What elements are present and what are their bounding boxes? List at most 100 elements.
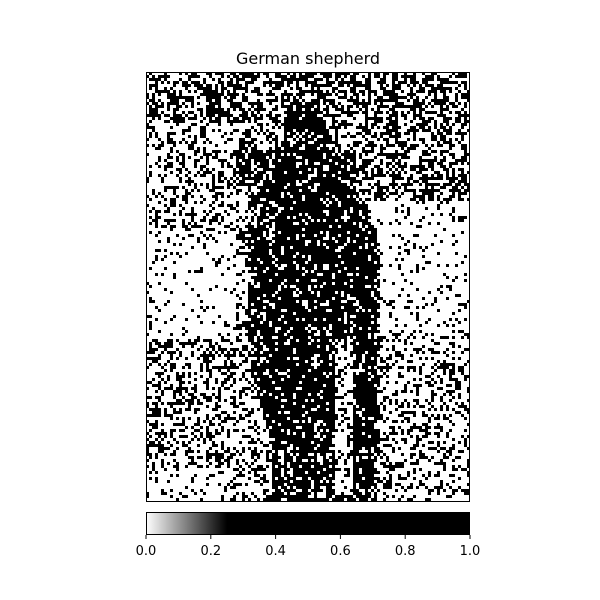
heatmap-cell-run xyxy=(293,327,305,330)
heatmap-cell-run xyxy=(275,105,278,108)
heatmap-cell-run xyxy=(170,363,176,366)
heatmap-cell-run xyxy=(230,207,236,210)
heatmap-cell-run xyxy=(296,87,302,90)
heatmap-cell-run xyxy=(248,351,251,354)
heatmap-cell-run xyxy=(284,192,287,195)
heatmap-cell-run xyxy=(392,438,395,441)
heatmap-cell-run xyxy=(179,408,182,411)
heatmap-cell-run xyxy=(149,120,152,123)
heatmap-cell-run xyxy=(149,171,152,174)
heatmap-cell-run xyxy=(395,351,401,354)
heatmap-cell-run xyxy=(218,369,221,372)
heatmap-cell-run xyxy=(359,123,362,126)
heatmap-cell-run xyxy=(347,243,365,246)
heatmap-cell-run xyxy=(161,225,167,228)
heatmap-cell-run xyxy=(179,90,182,93)
heatmap-cell-run xyxy=(455,387,461,390)
heatmap-cell-run xyxy=(374,495,377,498)
heatmap-cell-run xyxy=(278,291,293,294)
heatmap-cell-run xyxy=(377,261,380,264)
heatmap-cell-run xyxy=(278,204,326,207)
heatmap-cell-run xyxy=(206,96,221,99)
heatmap-cell-run xyxy=(275,489,281,492)
heatmap-cell-run xyxy=(464,273,467,276)
heatmap-cell-run xyxy=(329,102,335,105)
heatmap-cell-run xyxy=(437,450,440,453)
heatmap-cell-run xyxy=(338,219,344,222)
heatmap-cell-run xyxy=(254,387,257,390)
heatmap-cell-run xyxy=(161,273,164,276)
heatmap-cell-run xyxy=(146,93,149,96)
heatmap-cell-run xyxy=(209,141,212,144)
heatmap-cell-run xyxy=(431,339,434,342)
heatmap-cell-run xyxy=(386,339,389,342)
heatmap-cell-run xyxy=(155,222,158,225)
heatmap-cell-run xyxy=(170,150,173,153)
heatmap-cell-run xyxy=(167,156,173,159)
heatmap-cell-run xyxy=(428,126,431,129)
heatmap-cell-run xyxy=(233,405,239,408)
heatmap-cell-run xyxy=(398,144,407,147)
heatmap-cell-run xyxy=(218,462,224,465)
heatmap-cell-run xyxy=(149,72,152,75)
heatmap-cell-run xyxy=(161,180,164,183)
heatmap-cell-run xyxy=(353,279,374,282)
heatmap-cell-run xyxy=(227,357,230,360)
heatmap-cell-run xyxy=(260,282,281,285)
heatmap-cell-run xyxy=(290,411,305,414)
heatmap-cell-run xyxy=(242,99,248,102)
heatmap-cell-run xyxy=(458,465,461,468)
heatmap-cell-run xyxy=(413,192,416,195)
heatmap-cell-run xyxy=(167,360,170,363)
heatmap-cell-run xyxy=(260,189,266,192)
heatmap-cell-run xyxy=(401,420,404,423)
heatmap-cell-run xyxy=(314,399,335,402)
heatmap-cell-run xyxy=(368,99,371,102)
heatmap-cell-run xyxy=(287,84,290,87)
heatmap-cell-run xyxy=(182,165,185,168)
heatmap-cell-run xyxy=(251,375,269,378)
heatmap-cell-run xyxy=(467,474,470,477)
heatmap-cell-run xyxy=(326,477,335,480)
heatmap-cell-run xyxy=(176,399,182,402)
heatmap-cell-run xyxy=(164,174,167,177)
heatmap-cell-run xyxy=(263,351,293,354)
heatmap-cell-run xyxy=(149,363,152,366)
heatmap-cell-run xyxy=(362,111,368,114)
heatmap-cell-run xyxy=(422,78,434,81)
heatmap-cell-run xyxy=(242,240,245,243)
heatmap-cell-run xyxy=(242,408,248,411)
heatmap-cell-run xyxy=(188,381,191,384)
heatmap-cell-run xyxy=(374,450,383,453)
heatmap-cell-run xyxy=(449,102,455,105)
heatmap-cell-run xyxy=(413,348,422,351)
heatmap-cell-run xyxy=(455,120,461,123)
heatmap-cell-run xyxy=(389,120,398,123)
heatmap-cell-run xyxy=(263,132,266,135)
heatmap-cell-run xyxy=(443,321,446,324)
heatmap-cell-run xyxy=(176,417,179,420)
heatmap-cell-run xyxy=(215,378,218,381)
heatmap-cell-run xyxy=(389,354,392,357)
heatmap-cell-run xyxy=(152,378,155,381)
heatmap-cell-run xyxy=(197,402,203,405)
heatmap-cell-run xyxy=(269,78,272,81)
heatmap-cell-run xyxy=(194,384,197,387)
heatmap-cell-run xyxy=(440,192,443,195)
heatmap-cell-run xyxy=(254,279,269,282)
heatmap-cell-run xyxy=(296,141,308,144)
heatmap-cell-run xyxy=(182,366,185,369)
heatmap-cell-run xyxy=(266,177,269,180)
heatmap-cell-run xyxy=(389,468,395,471)
heatmap-cell-run xyxy=(284,468,290,471)
heatmap-cell-run xyxy=(149,78,161,81)
heatmap-cell-run xyxy=(389,477,392,480)
heatmap-cell-run xyxy=(317,429,320,432)
heatmap-cell-run xyxy=(401,210,404,213)
heatmap-cell-run xyxy=(428,459,431,462)
heatmap-cell-run xyxy=(311,342,332,345)
heatmap-cell-run xyxy=(227,81,233,84)
heatmap-cell-run xyxy=(362,135,365,138)
heatmap-cell-run xyxy=(179,342,197,345)
heatmap-cell-run xyxy=(215,405,221,408)
